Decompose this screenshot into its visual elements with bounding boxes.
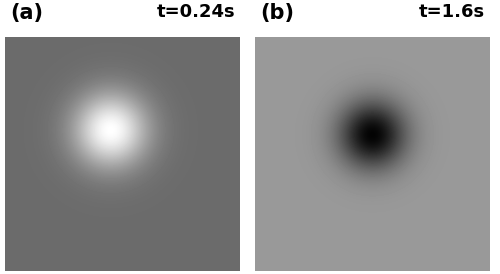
- Text: t=0.24s: t=0.24s: [156, 3, 235, 21]
- Text: (b): (b): [260, 3, 294, 23]
- Text: t=1.6s: t=1.6s: [419, 3, 485, 21]
- Text: (a): (a): [10, 3, 43, 23]
